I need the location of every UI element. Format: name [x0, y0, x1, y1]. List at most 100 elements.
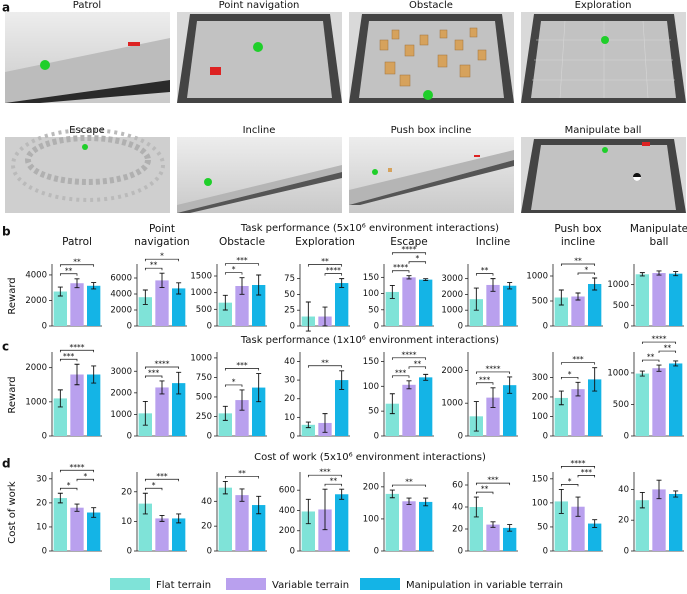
error-bar — [222, 481, 228, 495]
significance-label: *** — [572, 355, 584, 364]
scene-exploration — [521, 12, 686, 103]
scene-point-navigation — [177, 12, 342, 103]
y-tick-label: 400 — [279, 506, 295, 516]
scene-title: Exploration — [575, 0, 632, 11]
significance-bracket — [307, 474, 343, 478]
error-bar — [389, 393, 395, 415]
y-tick-label: 0 — [290, 322, 295, 332]
y-tick-label: 1000 — [190, 288, 212, 298]
y-tick-label: 30 — [36, 474, 47, 484]
significance-bracket — [59, 264, 95, 267]
y-tick-label: 20 — [36, 498, 47, 508]
scene-title: Patrol — [73, 0, 101, 11]
bar — [172, 383, 186, 436]
significance-label: *** — [581, 468, 593, 477]
y-tick-label: 1500 — [190, 272, 212, 282]
significance-bracket — [577, 475, 596, 478]
row-title: Task performance (1x10⁶ environment inte… — [240, 335, 499, 346]
bar — [588, 523, 602, 551]
y-tick-label: 0 — [290, 432, 295, 442]
y-tick-label: 0 — [42, 547, 47, 557]
bar — [87, 285, 101, 326]
bar — [554, 501, 568, 551]
error-bar — [592, 519, 598, 528]
bar — [503, 527, 517, 551]
error-bar — [74, 363, 80, 386]
error-bar — [592, 367, 598, 392]
y-axis-label: Reward — [7, 376, 18, 413]
bar — [669, 363, 683, 436]
y-tick-label: 40 — [618, 485, 629, 495]
significance-bracket — [324, 273, 343, 276]
error-bar — [239, 277, 245, 295]
chart-title: Obstacle — [219, 236, 265, 248]
bar — [419, 377, 433, 436]
y-tick-label: 2000 — [110, 388, 132, 398]
chart-title: Incline — [476, 236, 510, 248]
chart-title: Exploration — [295, 236, 355, 248]
significance-bracket — [577, 272, 596, 275]
y-tick-label: 4000 — [110, 290, 132, 300]
y-tick-label: 2000 — [25, 296, 47, 306]
legend-label: Manipulation in variable terrain — [406, 580, 563, 591]
significance-bracket — [144, 487, 163, 491]
bar — [87, 512, 101, 551]
y-tick-label: 200 — [532, 392, 548, 402]
bar — [252, 505, 266, 551]
bar — [419, 501, 433, 551]
y-tick-label: 20 — [121, 487, 132, 497]
chart-title: Point — [149, 223, 175, 235]
error-bar — [74, 503, 80, 512]
bar — [70, 283, 84, 326]
y-tick-label: 0 — [374, 322, 379, 332]
significance-bracket — [144, 375, 163, 378]
bar — [53, 498, 67, 551]
y-tick-label: 500 — [613, 400, 629, 410]
y-tick-label: 1000 — [607, 368, 629, 378]
significance-bracket — [641, 359, 660, 363]
error-bar — [558, 390, 564, 406]
error-bar — [406, 275, 412, 280]
y-tick-label: 150 — [363, 273, 379, 283]
error-bar — [142, 401, 148, 426]
legend-label: Flat terrain — [156, 580, 211, 591]
bar — [318, 509, 332, 551]
significance-bracket — [224, 272, 243, 275]
significance-label: **** — [486, 364, 501, 373]
chart-title: Escape — [390, 236, 427, 248]
bar — [402, 277, 416, 326]
y-tick-label: 25 — [284, 306, 295, 316]
chart-title: navigation — [134, 236, 189, 248]
error-bar — [322, 306, 328, 327]
y-tick-label: 0 — [207, 432, 212, 442]
scene-escape — [5, 128, 170, 213]
significance-bracket — [475, 482, 511, 486]
y-tick-label: 50 — [284, 290, 295, 300]
chart-title: ball — [650, 236, 669, 248]
significance-label: **** — [393, 263, 408, 272]
significance-bracket — [59, 349, 95, 353]
significance-bracket — [144, 258, 180, 262]
y-tick-label: 2000 — [110, 306, 132, 316]
error-bar — [256, 495, 262, 515]
error-bar — [507, 282, 513, 290]
y-tick-label: 50 — [368, 305, 379, 315]
bar — [486, 524, 500, 551]
bar — [469, 507, 483, 551]
significance-bracket — [658, 350, 677, 354]
y-tick-label: 1000 — [441, 399, 463, 409]
y-tick-label: 500 — [532, 297, 548, 307]
scene-obstacle — [349, 12, 514, 103]
bar — [419, 279, 433, 326]
scene-title: Manipulate ball — [565, 125, 642, 136]
panel-label: b — [2, 225, 11, 239]
error-bar — [339, 278, 345, 288]
bar — [669, 273, 683, 326]
error-bar — [575, 496, 581, 517]
y-tick-label: 50 — [537, 522, 548, 532]
error-bar — [673, 360, 679, 367]
y-tick-label: 100 — [532, 498, 548, 508]
y-tick-label: 40 — [452, 503, 463, 513]
significance-bracket — [224, 384, 243, 387]
significance-label: *** — [395, 368, 407, 377]
